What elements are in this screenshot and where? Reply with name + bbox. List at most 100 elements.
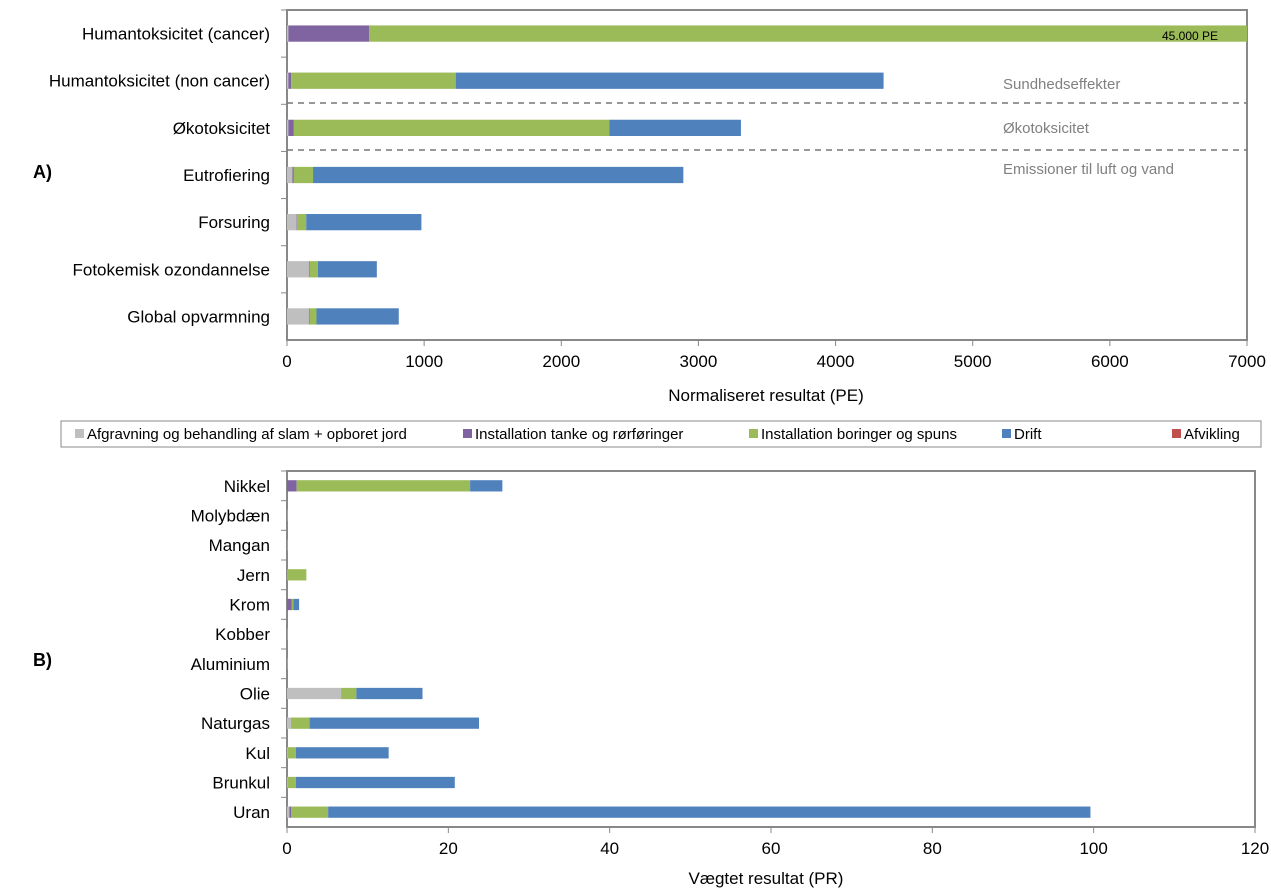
- category-label: Molybdæn: [191, 507, 270, 526]
- bar-nikkel-drilling: [296, 480, 471, 492]
- bar-humantoksicitet-non-cancer-operation: [455, 72, 884, 89]
- panel-b-bars: [287, 480, 1091, 818]
- bar-global-opvarmning-operation: [316, 308, 399, 325]
- group-label-emissions: Emissioner til luft og vand: [1003, 161, 1174, 178]
- legend-items: Afgravning og behandling af slam + opbor…: [75, 426, 1240, 443]
- bar-humantoksicitet-non-cancer-drilling: [291, 72, 456, 89]
- panel-a-chart: Humantoksicitet (cancer) Humantoksicitet …: [33, 9, 1266, 405]
- legend-swatch-decommissioning: [1172, 429, 1181, 438]
- bar-humantoksicitet-cancer-excavation: [287, 25, 289, 42]
- x-tick-label: 80: [923, 839, 942, 858]
- x-tick-label: 6000: [1091, 352, 1129, 371]
- bar-krom-tanks: [287, 598, 292, 611]
- bar-fotokemisk-ozondannelse-drilling: [309, 261, 318, 278]
- x-tick-label: 5000: [954, 352, 992, 371]
- category-label: Aluminium: [191, 655, 270, 674]
- bar-fotokemisk-ozondannelse-excavation: [287, 261, 309, 278]
- panel-a-category-labels: Humantoksicitet (cancer) Humantoksicitet …: [49, 25, 270, 327]
- bar-fotokemisk-ozondannelse-tanks: [308, 261, 310, 278]
- legend-label-excavation: Afgravning og behandling af slam + opbor…: [87, 426, 407, 443]
- bar-uran-tanks: [289, 806, 292, 818]
- legend-label-tanks: Installation tanke og rørføringer: [475, 426, 683, 443]
- panel-a-label: A): [33, 162, 52, 182]
- x-tick-label: 40: [600, 839, 619, 858]
- x-tick-label: 0: [282, 352, 291, 371]
- bar-okotoksicitet-excavation: [287, 119, 289, 136]
- x-tick-label: 60: [762, 839, 781, 858]
- legend-label-decommissioning: Afvikling: [1184, 426, 1240, 443]
- bar-uran-drilling: [291, 806, 329, 818]
- bar-forsuring-excavation: [287, 214, 297, 231]
- category-label: Humantoksicitet (cancer): [82, 25, 270, 44]
- x-tick-label: 120: [1241, 839, 1269, 858]
- bar-brunkul-drilling: [287, 776, 296, 789]
- bar-eutrofiering-drilling: [293, 166, 314, 184]
- bar-okotoksicitet-tanks: [288, 119, 294, 136]
- bar-okotoksicitet-operation: [609, 119, 741, 136]
- category-label: Økotoksicitet: [173, 119, 271, 138]
- category-label: Humantoksicitet (non cancer): [49, 72, 270, 91]
- x-tick-label: 7000: [1228, 352, 1266, 371]
- x-tick-label: 20: [439, 839, 458, 858]
- bar-global-opvarmning-excavation: [287, 308, 309, 325]
- panel-b-x-axis-title: Vægtet resultat (PR): [689, 869, 844, 888]
- bar-krom-operation: [293, 598, 300, 611]
- x-tick-label: 0: [282, 839, 291, 858]
- bar-aluminium-drilling: [287, 658, 288, 670]
- panel-a-x-axis-title: Normaliseret resultat (PE): [668, 386, 864, 405]
- bar-humantoksicitet-non-cancer-tanks: [288, 72, 292, 89]
- category-label: Kul: [245, 744, 270, 763]
- x-tick-label: 100: [1079, 839, 1107, 858]
- bar-global-opvarmning-tanks: [308, 308, 310, 325]
- x-tick-label: 3000: [680, 352, 718, 371]
- legend-swatch-operation: [1002, 429, 1011, 438]
- bar-fotokemisk-ozondannelse-operation: [317, 261, 377, 278]
- bar-mangan-drilling: [287, 539, 288, 551]
- bar-forsuring-drilling: [297, 214, 307, 231]
- bar-olie-excavation: [287, 687, 342, 700]
- bar-humantoksicitet-cancer-tanks: [288, 25, 370, 42]
- bar-okotoksicitet-drilling: [293, 119, 610, 136]
- category-label: Fotokemisk ozondannelse: [72, 260, 270, 279]
- bar-uran-excavation: [287, 806, 290, 818]
- panel-a-x-ticks: 0 1000 2000 3000 4000 5000 6000 7000: [281, 9, 1266, 371]
- bar-naturgas-excavation: [287, 717, 292, 729]
- bar-kul-drilling: [287, 747, 296, 759]
- bar-eutrofiering-operation: [313, 166, 684, 184]
- x-tick-label: 2000: [542, 352, 580, 371]
- bar-olie-operation: [356, 687, 423, 700]
- x-tick-label: 1000: [405, 352, 443, 371]
- bar-naturgas-operation: [309, 717, 479, 729]
- bar-molybdaen-drilling: [287, 509, 288, 522]
- panel-b-x-ticks: 0 20 40 60 80 100 120: [281, 470, 1269, 858]
- legend-frame: [60, 420, 1262, 448]
- legend-swatch-drilling: [749, 429, 758, 438]
- bar-brunkul-excavation: [287, 776, 288, 789]
- bar-naturgas-drilling: [291, 717, 310, 729]
- bar-eutrofiering-excavation: [287, 166, 293, 184]
- panel-b-chart: Nikkel Molybdæn Mangan Jern Krom Kobber Alumin…: [33, 470, 1269, 888]
- bar-kul-excavation: [287, 747, 288, 759]
- bar-humantoksicitet-cancer-drilling: [369, 25, 1247, 42]
- bar-forsuring-operation: [306, 214, 422, 231]
- bar-forsuring-tanks: [296, 214, 298, 231]
- category-label: Naturgas: [201, 714, 270, 733]
- bar-olie-drilling: [341, 687, 357, 700]
- bar-krom-drilling: [291, 598, 294, 611]
- legend-swatch-excavation: [75, 429, 84, 438]
- category-label: Global opvarmning: [127, 307, 270, 326]
- category-label: Mangan: [209, 536, 270, 555]
- legend-label-drilling: Installation boringer og spuns: [761, 426, 957, 443]
- bar-global-opvarmning-drilling: [309, 308, 317, 325]
- bar-nikkel-tanks: [287, 480, 297, 492]
- group-label-ecotox: Økotoksicitet: [1003, 120, 1090, 137]
- bar-humantoksicitet-non-cancer-excavation: [287, 72, 289, 89]
- bar-kul-operation: [295, 747, 389, 759]
- category-label: Uran: [233, 803, 270, 822]
- bar-uran-operation: [328, 806, 1091, 818]
- category-label: Krom: [229, 596, 270, 615]
- group-label-health: Sundhedseffekter: [1003, 76, 1120, 93]
- legend-swatch-tanks: [463, 429, 472, 438]
- bar-brunkul-operation: [295, 776, 455, 789]
